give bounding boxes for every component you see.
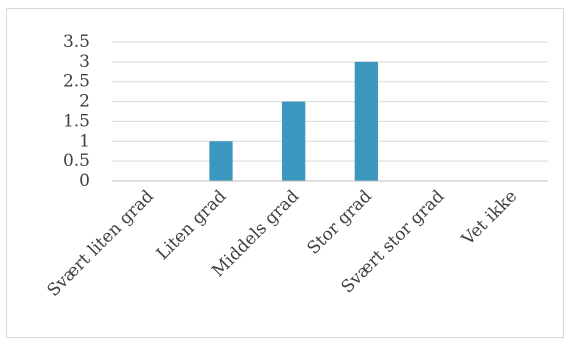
y-tick-label: 1.5 bbox=[63, 111, 90, 131]
bar-series bbox=[209, 61, 378, 181]
y-tick-label: 3 bbox=[79, 52, 90, 72]
x-category-label: Liten grad bbox=[153, 186, 231, 264]
y-tick-label: 1 bbox=[79, 131, 90, 151]
bar bbox=[209, 141, 233, 181]
y-tick-label: 2.5 bbox=[63, 72, 90, 92]
gridlines bbox=[112, 41, 548, 162]
bar bbox=[282, 101, 306, 181]
y-axis-tick-labels: 00.511.522.533.5 bbox=[63, 32, 90, 191]
y-tick-label: 3.5 bbox=[63, 32, 90, 52]
x-category-label: Vet ikke bbox=[457, 186, 521, 250]
y-tick-label: 0 bbox=[79, 171, 90, 191]
bar bbox=[354, 61, 378, 181]
x-category-label: Stor grad bbox=[304, 186, 376, 258]
x-category-label: Svært liten grad bbox=[43, 186, 157, 300]
y-tick-label: 0.5 bbox=[63, 151, 90, 171]
y-tick-label: 2 bbox=[79, 92, 90, 112]
